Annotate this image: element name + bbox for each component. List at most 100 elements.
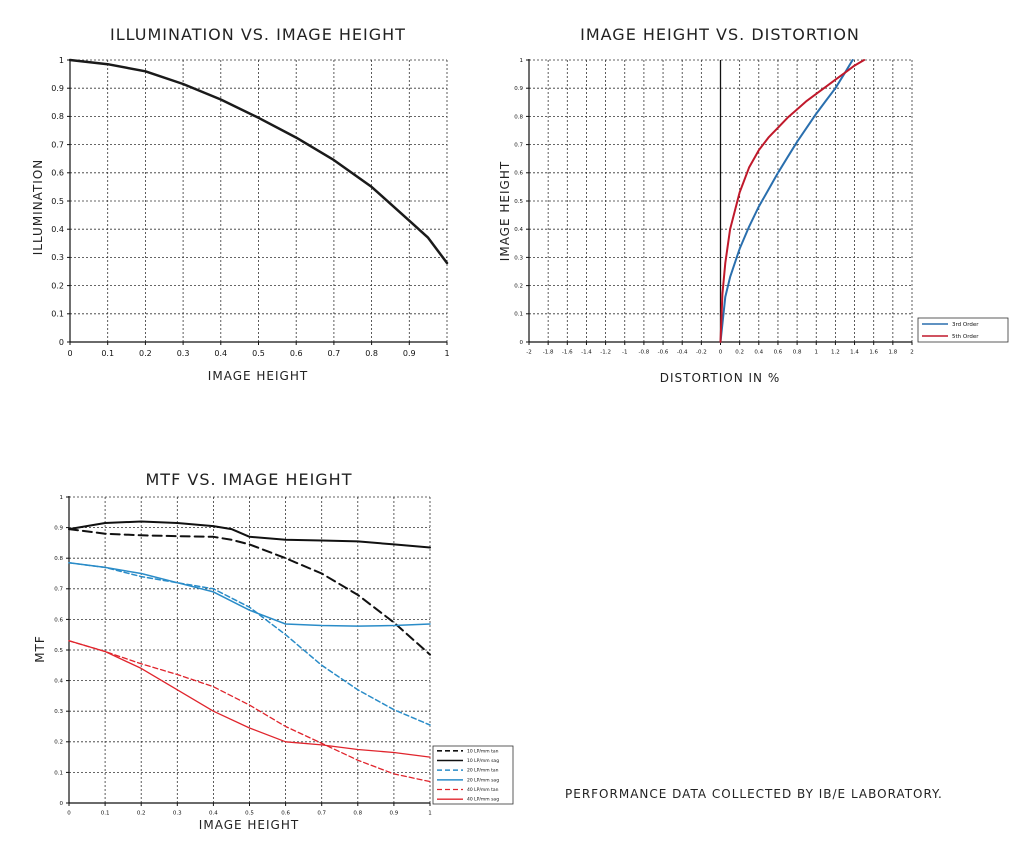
- y-tick-label: 0.3: [54, 709, 63, 715]
- y-tick-label: 0.5: [51, 197, 64, 206]
- y-tick-label: 0.9: [54, 526, 63, 532]
- x-axis-title: IMAGE HEIGHT: [207, 369, 309, 383]
- y-tick-label: 0.8: [51, 112, 64, 121]
- y-tick-label: 0.4: [54, 679, 63, 685]
- x-tick-label: 0.3: [173, 811, 182, 817]
- x-tick-label: 0.4: [754, 350, 763, 356]
- 20-lp-mm-tan-series-line: [68, 562, 431, 726]
- x-tick-label: 0: [67, 811, 71, 817]
- y-tick-label: 0.8: [54, 556, 63, 562]
- y-tick-label: 0.9: [51, 84, 64, 93]
- chart-title: ILLUMINATION VS. IMAGE HEIGHT: [110, 25, 406, 44]
- legend-label: 20 LP/mm sag: [467, 777, 499, 783]
- 5th-order-series-line: [719, 59, 866, 343]
- legend-label: 20 LP/mm tan: [467, 768, 499, 774]
- y-tick-label: 0.9: [514, 86, 523, 92]
- y-tick-label: 0.1: [514, 312, 523, 318]
- legend-box: [432, 745, 514, 805]
- x-tick-label: 0.5: [252, 349, 265, 358]
- legend-label: 5th Order: [952, 334, 979, 340]
- x-tick-label: 0.7: [317, 811, 326, 817]
- chart-title: MTF VS. IMAGE HEIGHT: [145, 470, 353, 489]
- y-tick-label: 0.4: [514, 227, 523, 233]
- x-tick-label: -2: [526, 350, 531, 356]
- x-tick-label: 1.8: [888, 350, 897, 356]
- x-tick-label: 1.4: [850, 350, 859, 356]
- x-tick-label: -1.6: [562, 350, 573, 356]
- curve-series-line: [68, 58, 449, 265]
- legend-box: [917, 317, 1009, 343]
- x-tick-label: 0.6: [774, 350, 783, 356]
- legend-label: 3rd Order: [952, 322, 979, 328]
- y-tick-label: 0.3: [514, 255, 523, 261]
- y-tick-label: 0: [60, 801, 64, 807]
- legend: 3rd Order 5th Order: [917, 317, 1009, 343]
- x-tick-label: 1: [815, 350, 819, 356]
- y-tick-label: 0.7: [514, 143, 523, 149]
- x-tick-label: -0.4: [677, 350, 688, 356]
- x-tick-label: -0.2: [696, 350, 707, 356]
- x-tick-label: 0: [67, 349, 72, 358]
- legend-label: 40 LP/mm sag: [467, 797, 499, 803]
- y-tick-label: 1: [520, 58, 524, 64]
- x-tick-label: 1.2: [831, 350, 840, 356]
- x-tick-label: 0.8: [353, 811, 362, 817]
- x-tick-label: -0.6: [658, 350, 669, 356]
- x-tick-label: 0.8: [365, 349, 378, 358]
- y-tick-label: 0.1: [54, 770, 63, 776]
- legend: 10 LP/mm tan 10 LP/mm sag 20 LP/mm tan 20 L…: [432, 745, 514, 805]
- x-tick-label: 2: [910, 350, 914, 356]
- y-tick-label: 0.2: [51, 281, 64, 290]
- y-tick-label: 0: [520, 340, 524, 346]
- y-tick-label: 1: [60, 495, 64, 501]
- y-tick-label: 0.8: [514, 114, 523, 120]
- x-tick-label: 0.6: [290, 349, 303, 358]
- x-axis-title: DISTORTION IN %: [659, 371, 781, 385]
- x-tick-label: 0.2: [139, 349, 152, 358]
- y-tick-label: 0.5: [54, 648, 63, 654]
- x-tick-label: 0.7: [328, 349, 341, 358]
- y-tick-label: 0.7: [54, 587, 63, 593]
- x-tick-label: -1.8: [543, 350, 554, 356]
- x-tick-label: 0.9: [390, 811, 399, 817]
- x-tick-label: 1: [444, 349, 449, 358]
- footer-note: PERFORMANCE DATA COLLECTED BY IB/E LABOR…: [565, 787, 943, 801]
- y-tick-label: 0.6: [514, 171, 523, 177]
- x-tick-label: 0.2: [735, 350, 744, 356]
- y-tick-label: 0.2: [54, 740, 63, 746]
- x-tick-label: 1.6: [869, 350, 878, 356]
- y-tick-label: 0: [59, 338, 64, 347]
- x-tick-label: 0.9: [403, 349, 416, 358]
- y-tick-label: 0.6: [54, 617, 63, 623]
- x-tick-label: 0.4: [209, 811, 218, 817]
- x-axis-title: IMAGE HEIGHT: [198, 818, 300, 832]
- 3rd-order-series-line: [719, 59, 854, 343]
- y-tick-label: 0.1: [51, 310, 64, 319]
- x-tick-label: -0.8: [639, 350, 650, 356]
- x-tick-label: 0: [719, 350, 723, 356]
- chart-title: IMAGE HEIGHT VS. DISTORTION: [580, 25, 860, 44]
- x-tick-label: 0.1: [101, 811, 110, 817]
- 20-lp-mm-sag-series-line: [68, 562, 431, 627]
- 40-lp-mm-tan-series-line: [68, 640, 431, 783]
- x-tick-label: 0.3: [177, 349, 190, 358]
- x-tick-label: 0.2: [137, 811, 146, 817]
- 10-lp-mm-sag-series-line: [68, 520, 431, 549]
- 40-lp-mm-sag-series-line: [68, 640, 431, 758]
- y-tick-label: 1: [59, 56, 64, 65]
- y-tick-label: 0.4: [51, 225, 64, 234]
- legend-label: 40 LP/mm tan: [467, 787, 499, 793]
- legend-label: 10 LP/mm tan: [467, 748, 499, 754]
- 10-lp-mm-tan-series-line: [68, 528, 431, 656]
- x-tick-label: 0.6: [281, 811, 290, 817]
- x-tick-label: 0.1: [101, 349, 114, 358]
- y-tick-label: 0.5: [514, 199, 523, 205]
- x-tick-label: 0.5: [245, 811, 254, 817]
- x-tick-label: -1.2: [600, 350, 611, 356]
- x-tick-label: 0.4: [214, 349, 227, 358]
- x-tick-label: 0.8: [793, 350, 802, 356]
- legend-label: 10 LP/mm sag: [467, 758, 499, 764]
- x-tick-label: -1: [622, 350, 627, 356]
